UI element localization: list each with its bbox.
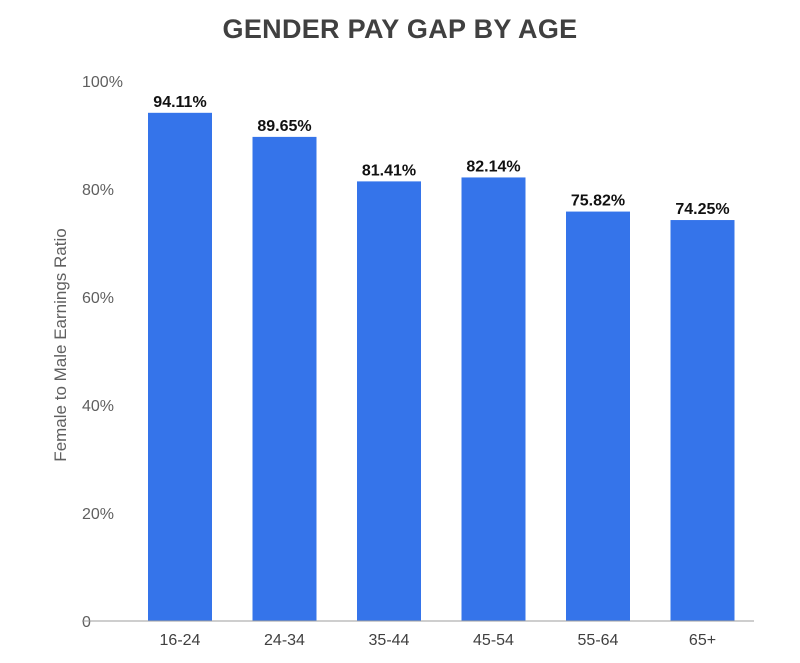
y-tick-label: 20% (82, 506, 114, 523)
data-label: 74.25% (675, 201, 729, 218)
data-labels: 94.11% 89.65% 81.41% 82.14% 75.82% 74.25% (153, 94, 729, 218)
x-tick-label: 55-64 (578, 632, 619, 649)
bar (461, 177, 526, 621)
y-tick-label: 0 (82, 614, 91, 631)
y-axis-label: Female to Male Earnings Ratio (51, 228, 70, 461)
bar (148, 112, 212, 621)
x-tick-label: 35-44 (369, 632, 410, 649)
data-label: 81.41% (362, 162, 416, 179)
bar (252, 136, 317, 621)
data-label: 89.65% (257, 118, 311, 135)
y-tick-label: 100% (82, 74, 123, 91)
bar (357, 181, 421, 622)
bars (148, 112, 735, 622)
data-label: 75.82% (571, 193, 625, 210)
x-tick-label: 24-34 (264, 632, 305, 649)
y-tick-label: 80% (82, 182, 114, 199)
chart-title: GENDER PAY GAP BY AGE (222, 14, 578, 44)
x-tick-label: 16-24 (160, 632, 201, 649)
x-tick-label: 65+ (689, 632, 716, 649)
data-label: 82.14% (466, 158, 520, 175)
bar (670, 220, 735, 622)
y-axis-ticks: 0 20% 40% 60% 80% 100% (82, 74, 123, 631)
bar (566, 211, 630, 621)
x-tick-label: 45-54 (473, 632, 514, 649)
x-axis-ticks: 16-24 24-34 35-44 45-54 55-64 65+ (160, 632, 717, 649)
y-tick-label: 60% (82, 290, 114, 307)
y-tick-label: 40% (82, 398, 114, 415)
data-label: 94.11% (153, 94, 206, 111)
